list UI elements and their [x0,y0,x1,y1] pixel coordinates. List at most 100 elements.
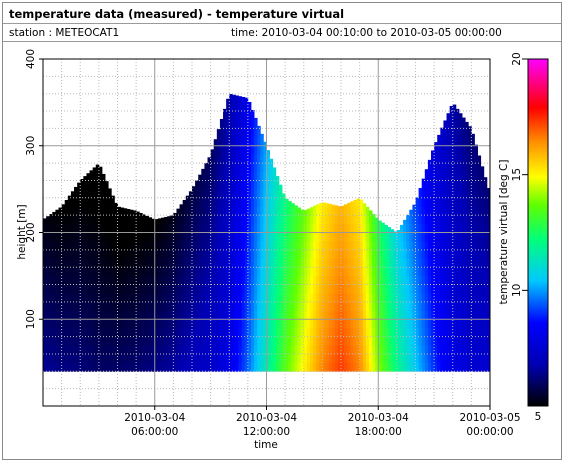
heatmap-cell [49,301,53,311]
heatmap-cell [440,258,444,268]
heatmap-cell [415,258,419,268]
heatmap-cell [424,169,429,173]
heatmap-cell [362,345,367,355]
heatmap-cell [362,275,367,285]
heatmap-cell [266,197,270,207]
heatmap-cell [67,293,72,303]
heatmap-cell [120,284,125,294]
heatmap-cell [316,267,320,277]
heatmap-cell [74,284,78,294]
heatmap-cell [468,249,472,259]
heatmap-cell [434,163,438,173]
heatmap-cell [381,275,385,285]
heatmap-cell [46,216,50,225]
heatmap-cell [77,362,81,372]
heatmap-cell [157,223,162,233]
heatmap-cell [465,121,469,129]
heatmap-cell [64,319,69,329]
heatmap-cell [95,345,100,355]
heatmap-cell [204,267,208,277]
heatmap-cell [195,275,199,285]
heatmap-cell [86,267,90,277]
heatmap-cell [322,206,326,216]
heatmap-cell [474,284,478,294]
heatmap-cell [46,353,50,364]
heatmap-cell [238,336,243,346]
heatmap-cell [254,327,258,338]
heatmap-cell [368,319,373,329]
heatmap-cell [247,119,252,129]
heatmap-cell [257,301,261,311]
heatmap-cell [384,301,388,311]
heatmap-cell [449,353,454,364]
heatmap-cell [443,197,447,207]
heatmap-cell [458,215,463,225]
heatmap-cell [337,293,342,303]
heatmap-cell [89,223,94,233]
heatmap-cell [49,310,53,320]
heatmap-cell [465,275,469,285]
heatmap-cell [412,293,416,303]
heatmap-cell [415,232,419,242]
heatmap-cell [396,241,401,251]
heatmap-cell [226,171,230,181]
heatmap-cell [331,249,336,259]
heatmap-cell [241,128,246,138]
heatmap-cell [443,293,447,303]
heatmap-cell [145,223,149,233]
heatmap-cell [483,293,488,303]
heatmap-cell [80,241,84,251]
heatmap-cell [226,189,230,199]
heatmap-cell [213,139,218,147]
heatmap-cell [188,353,193,364]
heatmap-cell [440,128,444,138]
heatmap-cell [213,310,218,320]
heatmap-cell [133,353,137,364]
heatmap-cell [309,232,314,242]
heatmap-cell [86,353,90,364]
heatmap-cell [334,353,339,364]
heatmap-cell [452,319,457,329]
heatmap-cell [244,275,249,285]
heatmap-cell [108,293,112,303]
heatmap-cell [325,284,329,294]
heatmap-cell [145,301,149,311]
heatmap-cell [350,301,354,311]
heatmap-cell [272,197,277,207]
heatmap-cell [92,232,97,242]
heatmap-cell [291,215,295,225]
heatmap-cell [170,284,174,294]
heatmap-cell [337,215,342,225]
heatmap-cell [126,362,131,372]
heatmap-cell [195,232,199,242]
heatmap-cell [300,345,305,355]
heatmap-cell [486,189,491,199]
heatmap-cell [309,258,314,268]
heatmap-cell [43,353,47,364]
heatmap-cell [241,353,246,364]
heatmap-cell [139,345,143,355]
heatmap-cell [399,327,404,338]
heatmap-cell [294,293,298,303]
heatmap-cell [319,319,323,329]
heatmap-cell [384,249,388,259]
heatmap-cell [275,284,280,294]
heatmap-cell [300,362,305,372]
heatmap-cell [322,353,326,364]
heatmap-cell [322,258,326,268]
heatmap-cell [353,258,357,268]
heatmap-cell [356,336,361,346]
heatmap-cell [344,223,348,233]
heatmap-cell [223,215,227,225]
heatmap-cell [216,241,221,251]
heatmap-cell [306,310,311,320]
heatmap-cell [176,208,180,216]
heatmap-cell [114,310,118,320]
heatmap-cell [458,345,463,355]
heatmap-cell [477,171,482,181]
heatmap-cell [167,293,171,303]
heatmap-cell [61,258,66,268]
heatmap-cell [344,206,348,216]
heatmap-cell [406,327,410,338]
heatmap-cell [418,310,423,320]
